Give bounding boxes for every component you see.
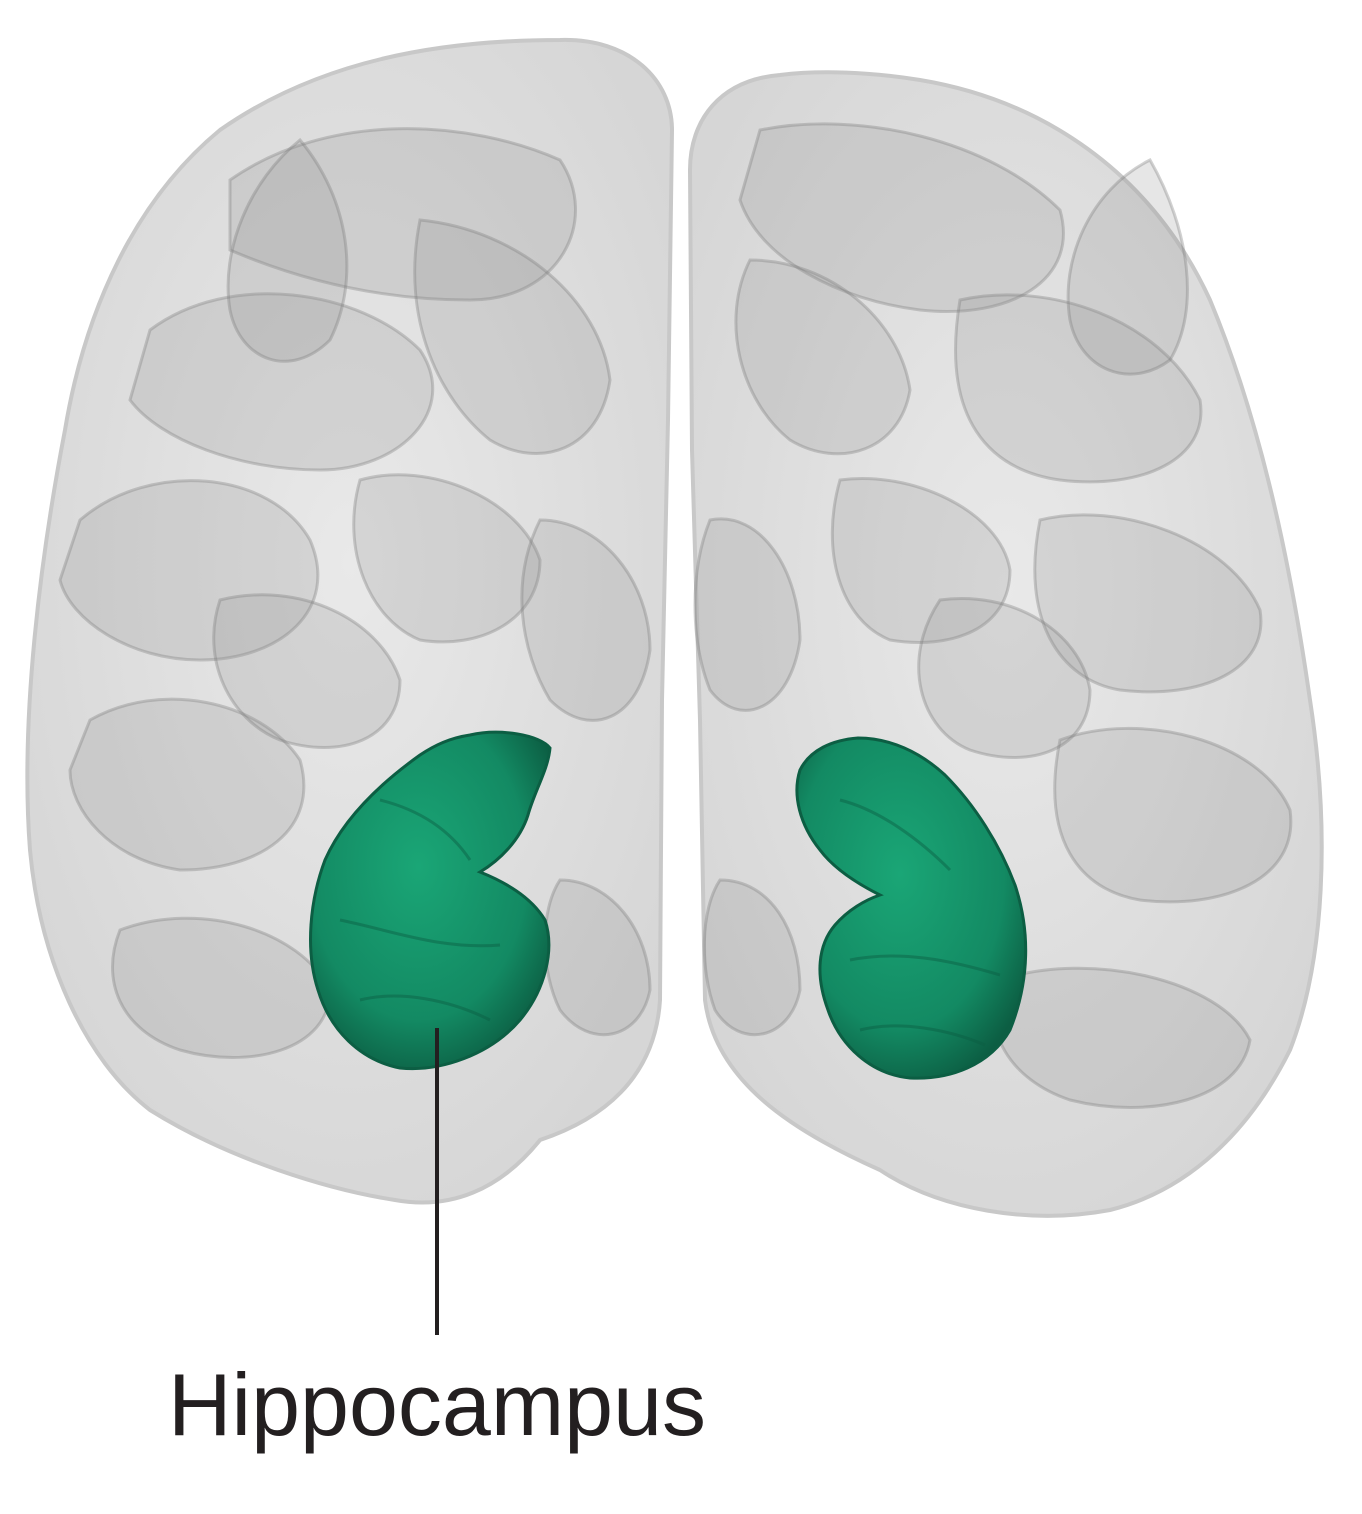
left-cortex-folds: [58, 127, 652, 1059]
right-hemisphere: [687, 70, 1324, 1218]
hippocampus-label: Hippocampus: [168, 1355, 707, 1454]
hippocampus-structures: [309, 730, 1028, 1080]
left-hippocampus: [309, 730, 552, 1071]
left-hemisphere: [25, 37, 675, 1205]
right-cortex-folds: [693, 122, 1293, 1109]
right-hippocampus: [795, 736, 1028, 1080]
